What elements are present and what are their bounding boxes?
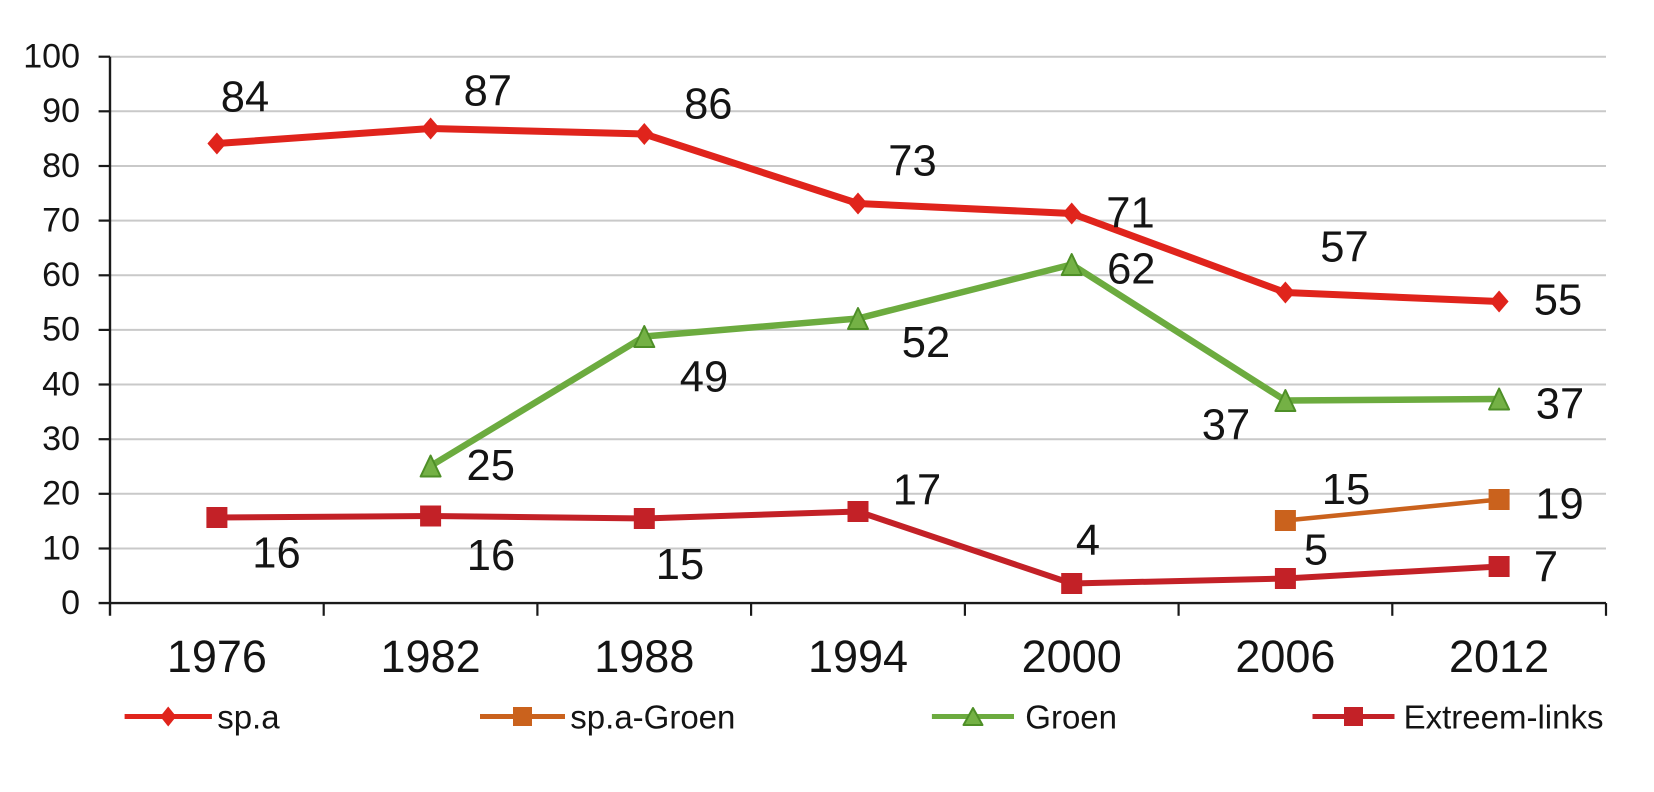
svg-text:20: 20 — [42, 475, 80, 513]
svg-text:5: 5 — [1304, 527, 1328, 575]
svg-text:Extreem-links: Extreem-links — [1404, 699, 1604, 736]
svg-text:7: 7 — [1534, 544, 1558, 592]
svg-text:37: 37 — [1202, 402, 1250, 450]
svg-text:84: 84 — [221, 74, 269, 122]
svg-text:60: 60 — [42, 256, 80, 294]
svg-text:2000: 2000 — [1022, 631, 1122, 682]
svg-text:52: 52 — [902, 319, 950, 367]
svg-text:10: 10 — [42, 529, 80, 567]
svg-text:40: 40 — [42, 365, 80, 403]
svg-text:17: 17 — [893, 467, 941, 515]
svg-text:16: 16 — [467, 532, 515, 580]
svg-text:86: 86 — [684, 81, 732, 129]
svg-text:Groen: Groen — [1025, 699, 1117, 736]
svg-text:71: 71 — [1106, 190, 1154, 238]
svg-text:0: 0 — [61, 584, 80, 622]
svg-text:1988: 1988 — [594, 631, 694, 682]
svg-text:73: 73 — [888, 138, 936, 186]
svg-text:55: 55 — [1534, 277, 1582, 325]
svg-text:100: 100 — [23, 38, 80, 76]
svg-text:87: 87 — [464, 68, 512, 116]
svg-text:15: 15 — [1322, 466, 1370, 514]
svg-text:sp.a: sp.a — [217, 699, 280, 736]
svg-text:37: 37 — [1536, 381, 1584, 429]
svg-text:sp.a-Groen: sp.a-Groen — [570, 699, 735, 736]
svg-text:70: 70 — [42, 201, 80, 239]
svg-text:50: 50 — [42, 311, 80, 349]
svg-text:1976: 1976 — [167, 631, 267, 682]
svg-text:2012: 2012 — [1449, 631, 1549, 682]
svg-text:1994: 1994 — [808, 631, 908, 682]
svg-text:16: 16 — [252, 530, 300, 578]
svg-text:30: 30 — [42, 420, 80, 458]
svg-text:49: 49 — [680, 354, 728, 402]
svg-text:25: 25 — [467, 442, 515, 490]
svg-text:80: 80 — [42, 147, 80, 185]
svg-text:62: 62 — [1107, 246, 1155, 294]
svg-text:1982: 1982 — [381, 631, 481, 682]
svg-text:4: 4 — [1076, 517, 1100, 565]
svg-text:57: 57 — [1320, 224, 1368, 272]
svg-text:2006: 2006 — [1235, 631, 1335, 682]
svg-text:90: 90 — [42, 92, 80, 130]
svg-text:19: 19 — [1535, 481, 1583, 529]
svg-text:15: 15 — [656, 541, 704, 589]
